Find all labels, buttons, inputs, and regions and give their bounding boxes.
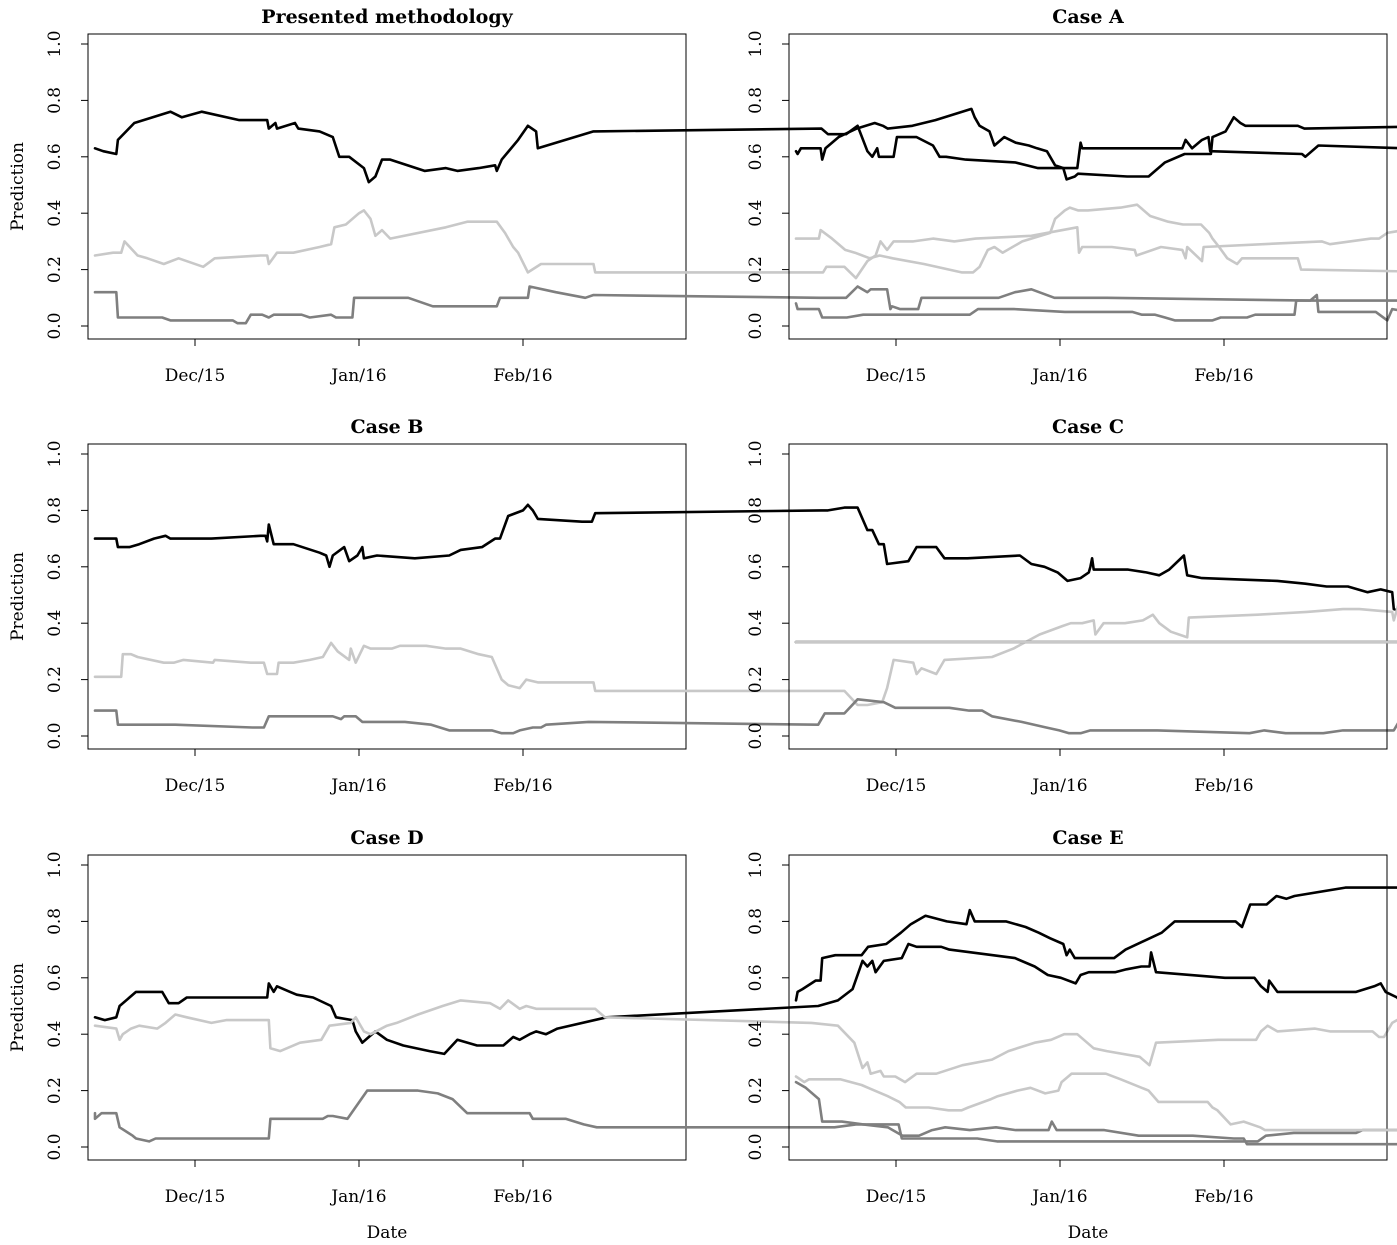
x-tick-label: Jan/16: [329, 1187, 386, 1207]
series-line-1: [93, 942, 1397, 1056]
x-tick-label: Feb/16: [1194, 366, 1253, 386]
y-tick-label: 0.6: [45, 964, 65, 991]
x-tick-label: Dec/15: [165, 366, 226, 386]
chart-title: Presented methodology: [261, 6, 513, 28]
x-tick-label: Feb/16: [1194, 1187, 1253, 1207]
y-tick-label: 0.2: [746, 256, 766, 283]
series-line-3: [794, 299, 1397, 322]
plot-frame: [87, 854, 687, 1161]
y-tick-label: 1.0: [45, 30, 65, 57]
y-tick-label: 0.8: [746, 87, 766, 114]
chart-title: Case A: [1052, 6, 1124, 28]
series-line-1: [794, 107, 1397, 181]
series-line-2: [93, 999, 1397, 1084]
plot-frame: [788, 443, 1388, 750]
series-line-1: [93, 110, 1397, 184]
plot-frame: [788, 33, 1388, 340]
series-line-2: [93, 604, 1397, 707]
x-tick-label: Feb/16: [493, 776, 552, 796]
x-tick-label: Dec/15: [165, 776, 226, 796]
y-tick-label: 0.8: [746, 497, 766, 524]
y-tick-label: 0.8: [45, 87, 65, 114]
chart-title: Case E: [1052, 827, 1123, 849]
x-tick-label: Feb/16: [493, 366, 552, 386]
y-tick-label: 0.2: [45, 666, 65, 693]
y-tick-label: 0.0: [746, 722, 766, 749]
x-tick-label: Dec/15: [866, 366, 927, 386]
y-tick-label: 0.4: [746, 1021, 766, 1048]
y-tick-label: 0.6: [45, 553, 65, 580]
chart-title: Case D: [350, 827, 423, 849]
chart-title: Case C: [1052, 416, 1124, 438]
series-line-1: [794, 886, 1397, 1002]
y-axis-label: Prediction: [8, 552, 28, 641]
x-tick-label: Jan/16: [1030, 1187, 1087, 1207]
x-tick-label: Dec/15: [866, 776, 927, 796]
y-tick-label: 0.2: [746, 1077, 766, 1104]
plot-frame: [87, 443, 687, 750]
y-axis-label: Prediction: [8, 142, 28, 231]
y-tick-label: 0.0: [746, 1133, 766, 1160]
y-tick-label: 0.6: [746, 143, 766, 170]
plot-frame: [788, 854, 1388, 1161]
series-line-3: [794, 1080, 1397, 1146]
y-tick-label: 0.0: [45, 722, 65, 749]
chart-panel-1: Presented methodology 0.0 0.2 0.4 0.6 0.8 1.0 D…: [8, 6, 1397, 386]
y-axis-label: Prediction: [8, 963, 28, 1052]
chart-title: Case B: [351, 416, 424, 438]
series-line-3: [93, 285, 1397, 325]
y-tick-label: 0.8: [45, 497, 65, 524]
y-tick-label: 0.6: [746, 553, 766, 580]
y-tick-label: 0.6: [45, 143, 65, 170]
y-tick-label: 1.0: [45, 440, 65, 467]
y-tick-label: 0.8: [746, 908, 766, 935]
chart-panel-4: Case C 0.0 0.2 0.4 0.6 0.8 1.0 Dec/15 Jan/16 Feb/…: [746, 416, 1397, 796]
x-tick-label: Feb/16: [1194, 776, 1253, 796]
chart-panel-6: Case E 0.0 0.2 0.4 0.6 0.8 1.0 Dec/15 Jan/16 Feb/…: [746, 827, 1397, 1243]
series-line-2: [794, 203, 1397, 274]
x-tick-label: Feb/16: [493, 1187, 552, 1207]
x-tick-label: Dec/15: [866, 1187, 927, 1207]
x-tick-label: Jan/16: [1030, 366, 1087, 386]
y-tick-label: 0.0: [45, 1133, 65, 1160]
x-tick-label: Dec/15: [165, 1187, 226, 1207]
x-tick-label: Jan/16: [1030, 776, 1087, 796]
series-line-1: [93, 503, 1397, 612]
y-tick-label: 1.0: [746, 30, 766, 57]
x-tick-label: Jan/16: [329, 366, 386, 386]
y-tick-label: 0.4: [746, 200, 766, 227]
chart-panel-5: Case D 0.0 0.2 0.4 0.6 0.8 1.0 Dec/15 Jan/16 Feb/…: [8, 827, 1397, 1243]
y-tick-label: 0.0: [746, 312, 766, 339]
x-axis-label: Date: [367, 1223, 408, 1243]
series-line-3: [93, 697, 1397, 735]
y-tick-label: 0.2: [45, 256, 65, 283]
y-tick-label: 0.8: [45, 908, 65, 935]
y-tick-label: 0.2: [45, 1077, 65, 1104]
y-tick-label: 1.0: [45, 851, 65, 878]
y-tick-label: 0.4: [45, 200, 65, 227]
y-tick-label: 1.0: [746, 851, 766, 878]
y-tick-label: 0.2: [746, 666, 766, 693]
y-tick-label: 0.4: [746, 610, 766, 637]
series-line-2: [794, 1072, 1397, 1132]
series-line-3: [93, 1089, 1397, 1143]
chart-panel-3: Case B 0.0 0.2 0.4 0.6 0.8 1.0 Dec/15 Jan/16 Feb/…: [8, 416, 1397, 796]
series-line-2: [93, 209, 1397, 280]
x-axis-label: Date: [1068, 1223, 1109, 1243]
x-tick-label: Jan/16: [329, 776, 386, 796]
y-tick-label: 0.6: [746, 964, 766, 991]
y-tick-label: 1.0: [746, 440, 766, 467]
y-tick-label: 0.4: [45, 1021, 65, 1048]
y-tick-label: 0.0: [45, 312, 65, 339]
chart-panel-2: Case A 0.0 0.2 0.4 0.6 0.8 1.0 Dec/15 Jan/16 Feb/…: [746, 6, 1397, 386]
y-tick-label: 0.4: [45, 610, 65, 637]
plot-frame: [87, 33, 687, 340]
